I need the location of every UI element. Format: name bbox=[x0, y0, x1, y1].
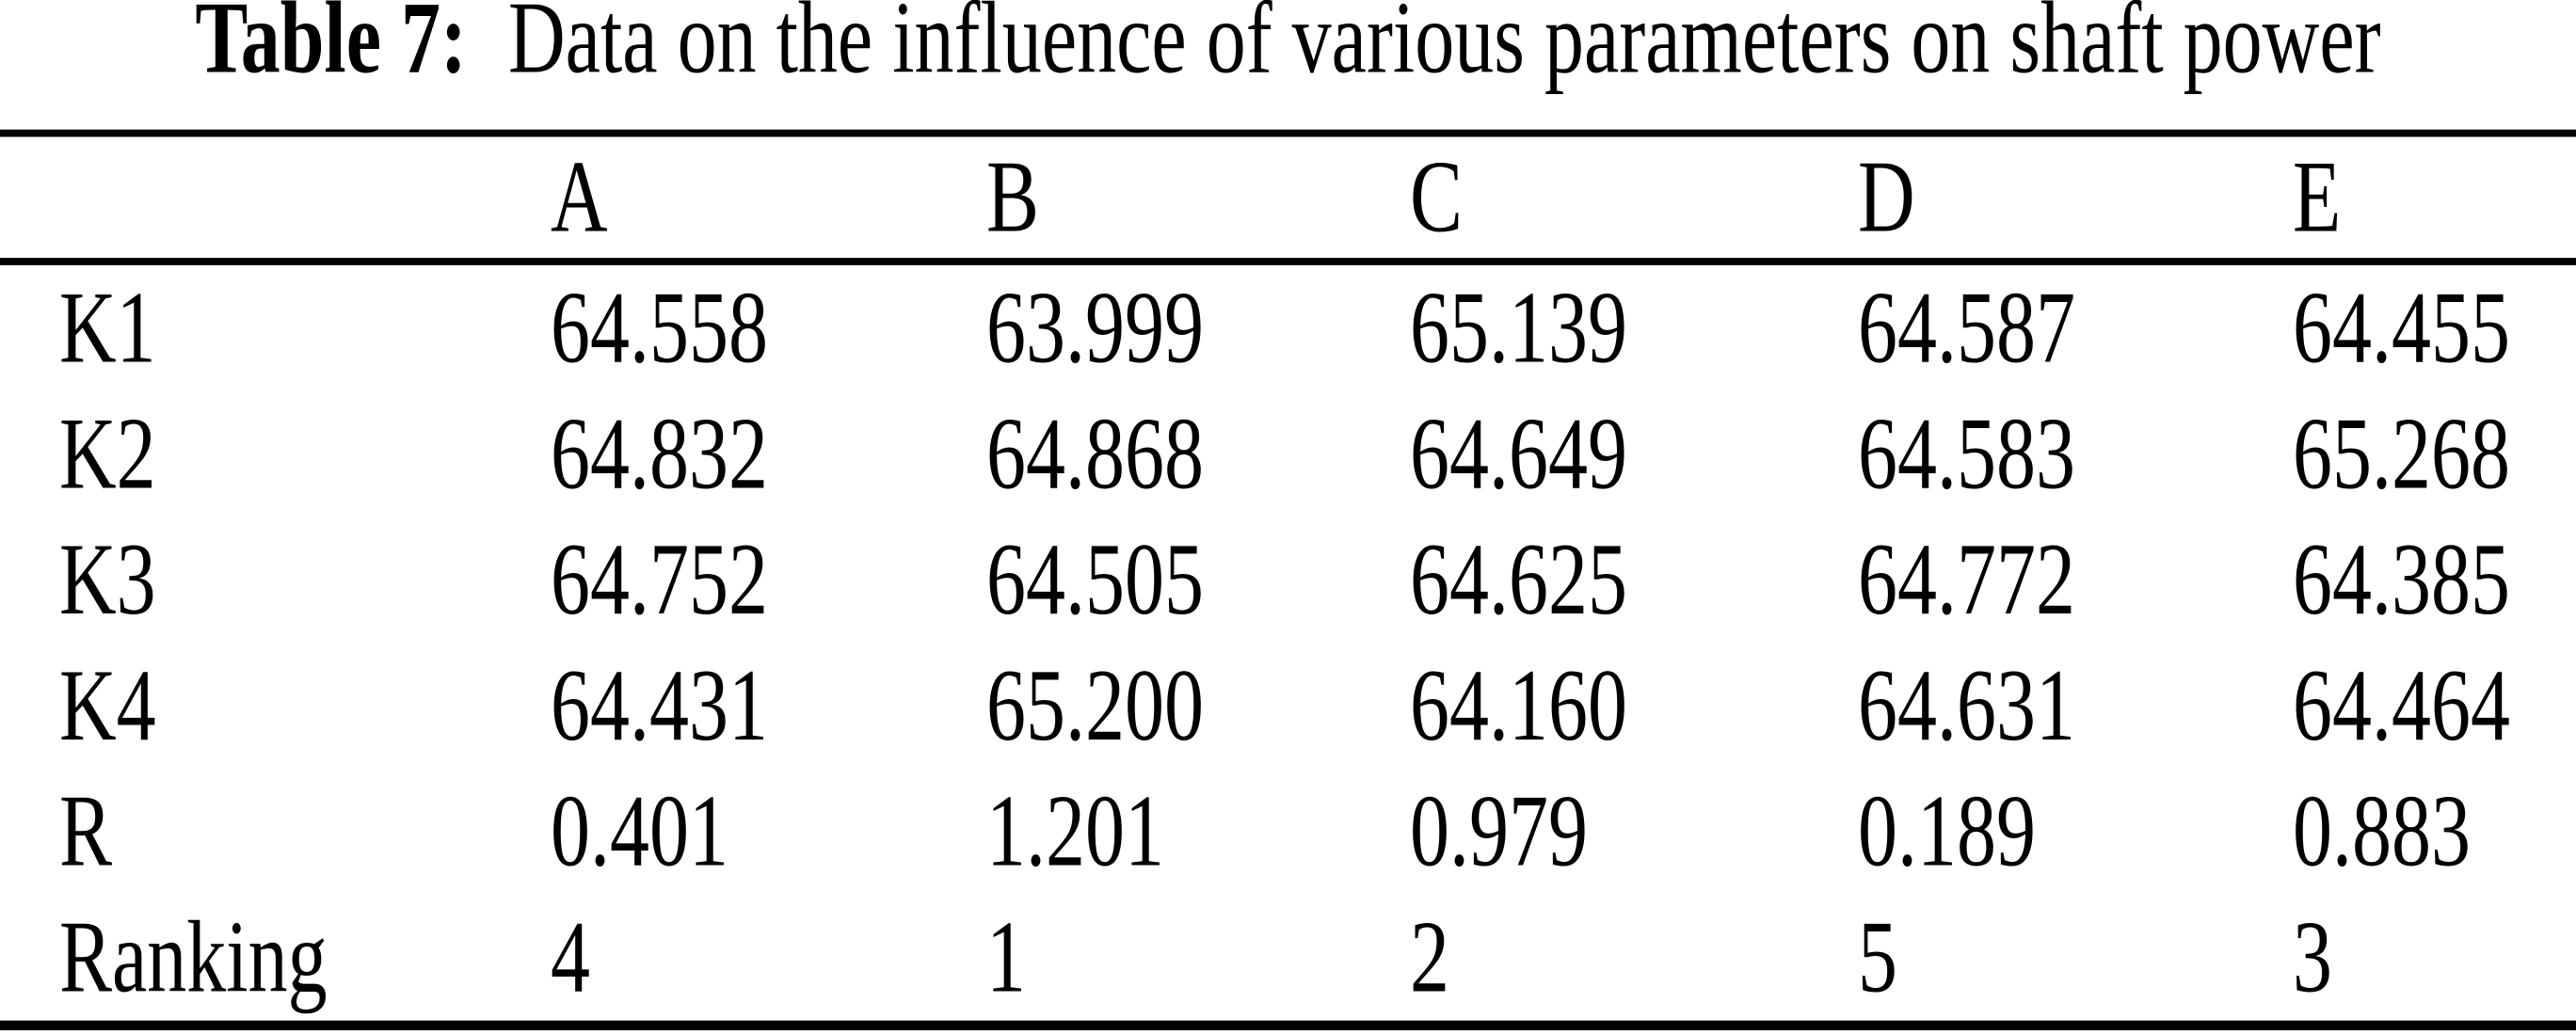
table-cell: 64.431 bbox=[551, 648, 768, 763]
table-cell: 5 bbox=[1858, 900, 1897, 1015]
table-cell: 64.583 bbox=[1858, 397, 2075, 511]
row-label: K3 bbox=[59, 522, 156, 637]
row-label: Ranking bbox=[59, 900, 328, 1015]
table-cell: 64.505 bbox=[986, 522, 1204, 637]
table-row-k4: K4 64.431 65.200 64.160 64.631 64.464 bbox=[0, 643, 2576, 769]
column-header-b: B bbox=[986, 133, 1410, 265]
table-cell: 0.189 bbox=[1858, 774, 2036, 889]
table-cell: 4 bbox=[551, 900, 590, 1015]
table-cell: 64.832 bbox=[551, 397, 768, 511]
table-cell: 65.200 bbox=[986, 648, 1204, 763]
row-label: R bbox=[59, 774, 113, 889]
table-cell: 3 bbox=[2293, 900, 2332, 1015]
table-cell: 2 bbox=[1410, 900, 1449, 1015]
table-row-k2: K2 64.832 64.868 64.649 64.583 65.268 bbox=[0, 391, 2576, 517]
table-cell: 64.587 bbox=[1858, 271, 2075, 386]
table-cell: 64.160 bbox=[1410, 648, 1627, 763]
table-cell: 64.625 bbox=[1410, 522, 1627, 637]
header-row: A B C D E bbox=[0, 133, 2576, 265]
table-cell: 0.979 bbox=[1410, 774, 1588, 889]
table-cell: 64.558 bbox=[551, 271, 768, 386]
table-body: K1 64.558 63.999 65.139 64.587 64.455 K2… bbox=[0, 262, 2576, 1026]
column-header-a: A bbox=[551, 133, 986, 265]
table-row-k3: K3 64.752 64.505 64.625 64.772 64.385 bbox=[0, 517, 2576, 643]
table-cell: 64.868 bbox=[986, 397, 1204, 511]
table-caption-label: Table 7: bbox=[195, 0, 468, 96]
table-cell: 64.649 bbox=[1410, 397, 1627, 511]
header-cell-empty bbox=[0, 133, 551, 265]
table-cell: 64.772 bbox=[1858, 522, 2075, 637]
column-header-e: E bbox=[2293, 133, 2576, 265]
table-row-k1: K1 64.558 63.999 65.139 64.587 64.455 bbox=[0, 262, 2576, 391]
table-caption-text: Data on the influence of various paramet… bbox=[508, 0, 2381, 96]
data-table: A B C D E K1 64.558 63.999 65.139 64.587… bbox=[0, 129, 2576, 1031]
table-cell: 65.268 bbox=[2293, 397, 2510, 511]
column-header-d: D bbox=[1858, 133, 2293, 265]
table-row-r: R 0.401 1.201 0.979 0.189 0.883 bbox=[0, 769, 2576, 895]
table-row-ranking: Ranking 4 1 2 5 3 bbox=[0, 895, 2576, 1026]
column-header-c: C bbox=[1410, 133, 1858, 265]
table-cell: 65.139 bbox=[1410, 271, 1627, 386]
table-cell: 1 bbox=[986, 900, 1026, 1015]
table-cell: 64.631 bbox=[1858, 648, 2075, 763]
row-label: K1 bbox=[59, 271, 156, 386]
table-cell: 64.752 bbox=[551, 522, 768, 637]
row-label: K4 bbox=[59, 648, 156, 763]
table-header: A B C D E bbox=[0, 133, 2576, 265]
table-cell: 0.883 bbox=[2293, 774, 2471, 889]
table-cell: 64.464 bbox=[2293, 648, 2510, 763]
table-cell: 0.401 bbox=[551, 774, 728, 889]
table-cell: 64.385 bbox=[2293, 522, 2510, 637]
row-label: K2 bbox=[59, 397, 156, 511]
table-cell: 63.999 bbox=[986, 271, 1204, 386]
table-caption: Table 7: Data on the influence of various… bbox=[0, 0, 2576, 130]
table-cell: 1.201 bbox=[986, 774, 1164, 889]
table-cell: 64.455 bbox=[2293, 271, 2510, 386]
